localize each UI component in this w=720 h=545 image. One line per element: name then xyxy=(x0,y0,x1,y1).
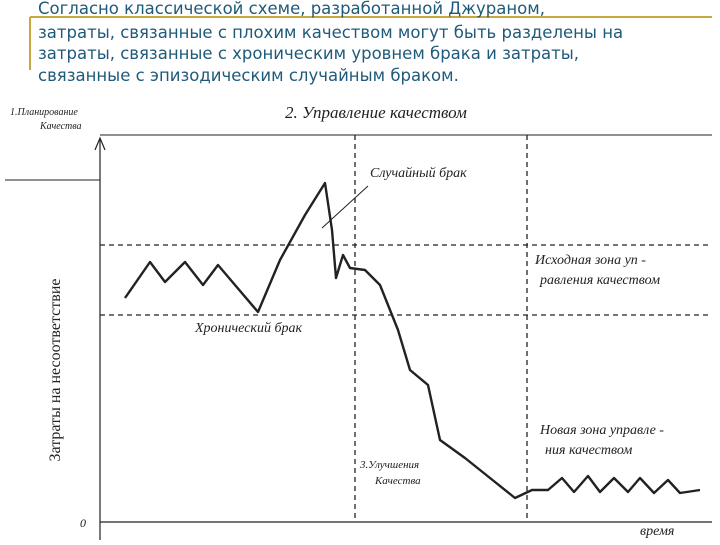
stage-label: 2. Управление качеством xyxy=(285,103,467,122)
cost-curve xyxy=(124,181,701,500)
header-line: затраты, связанные с плохим качеством мо… xyxy=(38,23,623,42)
origin-label: 0 xyxy=(80,516,86,530)
annotation: Случайный брак xyxy=(370,166,467,181)
annotation: Хронический брак xyxy=(194,321,303,336)
annotation: Новая зона управле - xyxy=(539,423,664,438)
x-axis-label: время xyxy=(640,524,674,539)
y-axis-label: Затраты на несоответствие xyxy=(47,279,64,462)
annotation: равления качеством xyxy=(539,273,660,288)
stage-label: Качества xyxy=(39,121,82,132)
stage-label: 1.Планирование xyxy=(10,107,78,118)
annotation: Исходная зона уп - xyxy=(534,253,646,268)
diagram-frame xyxy=(5,134,712,540)
stage-label: Качества xyxy=(374,475,421,487)
stage-label: 3.Улучшения xyxy=(359,459,419,471)
header-line: Согласно классической схеме, разработанн… xyxy=(38,0,545,18)
header-line: связанные с эпизодическим случайным брак… xyxy=(38,66,459,85)
header-line: затраты, связанные с хроническим уровнем… xyxy=(38,44,579,63)
annotation: ния качеством xyxy=(545,443,632,458)
